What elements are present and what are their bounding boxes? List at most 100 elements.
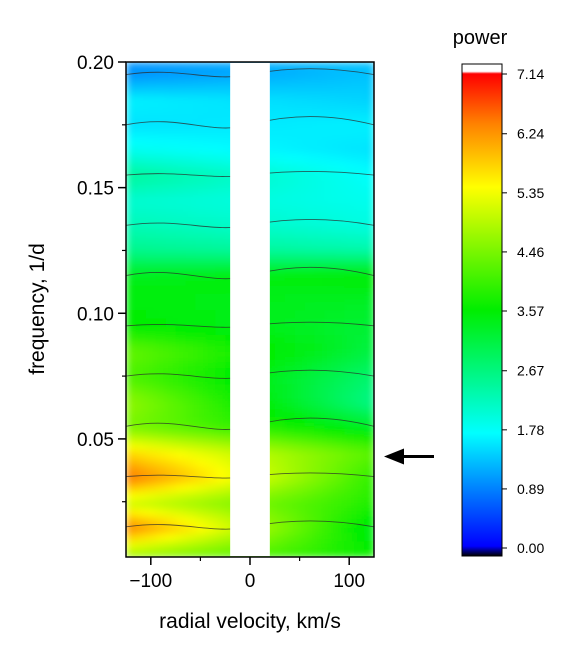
heatmap-cell — [145, 70, 157, 80]
heatmap-cell — [354, 334, 365, 344]
heatmap-cell — [324, 326, 336, 336]
heatmap-cell — [145, 416, 157, 426]
heatmap-cell — [304, 524, 316, 534]
heatmap-cell — [344, 317, 355, 327]
heatmap-cell — [145, 136, 157, 146]
heatmap-cell — [155, 507, 167, 517]
heatmap-cell — [354, 367, 365, 377]
heatmap-cell — [155, 317, 167, 327]
heatmap-cell — [195, 276, 207, 286]
heatmap-cell — [284, 194, 296, 204]
heatmap-cell — [185, 152, 197, 162]
heatmap-cell — [354, 350, 365, 360]
heatmap-cell — [354, 309, 365, 319]
heatmap-cell — [165, 334, 177, 344]
heatmap-cell — [135, 458, 147, 468]
heatmap-cell — [126, 515, 137, 525]
heatmap-cell — [354, 276, 365, 286]
heatmap-cell — [195, 507, 207, 517]
heatmap-cell — [165, 128, 177, 138]
heatmap-cell — [165, 367, 177, 377]
heatmap-cell — [185, 309, 197, 319]
heatmap-cell — [294, 103, 306, 113]
heatmap-cell — [195, 136, 207, 146]
heatmap-cell — [215, 128, 226, 138]
heatmap-cell — [135, 392, 147, 402]
heatmap-cell — [126, 342, 137, 352]
heatmap-cell — [175, 367, 187, 377]
heatmap-cell — [145, 251, 157, 261]
heatmap-cell — [314, 103, 326, 113]
heatmap-cell — [364, 119, 374, 129]
frequency-arrow-annotation — [384, 448, 434, 465]
heatmap-cell — [205, 359, 217, 369]
heatmap-cell — [205, 515, 217, 525]
x-axis-label: radial velocity, km/s — [159, 610, 341, 633]
heatmap-cell — [155, 449, 167, 459]
heatmap-cell — [364, 95, 374, 105]
heatmap-cell — [155, 103, 167, 113]
heatmap-cell — [354, 136, 365, 146]
heatmap-cell — [354, 194, 365, 204]
heatmap-cell — [195, 491, 207, 501]
heatmap-cell — [314, 177, 326, 187]
heatmap-cell — [274, 449, 286, 459]
heatmap-cell — [145, 359, 157, 369]
heatmap-cell — [364, 449, 374, 459]
heatmap-cell — [334, 524, 346, 534]
heatmap-cell — [145, 128, 157, 138]
heatmap-cell — [304, 78, 316, 88]
heatmap-cell — [215, 260, 226, 270]
heatmap-cell — [274, 540, 286, 550]
heatmap-cell — [344, 276, 355, 286]
heatmap-cell — [294, 251, 306, 261]
heatmap-cell — [274, 350, 286, 360]
heatmap-cell — [145, 309, 157, 319]
heatmap-cell — [324, 383, 336, 393]
x-axis: −100 0 100 — [129, 557, 365, 592]
heatmap-cell — [264, 152, 276, 162]
heatmap-cell — [126, 136, 137, 146]
heatmap-cell — [145, 441, 157, 451]
heatmap-cell — [135, 227, 147, 237]
heatmap-cell — [294, 466, 306, 476]
heatmap-cell — [274, 202, 286, 212]
colorbar-tick-label: 5.35 — [517, 185, 544, 201]
heatmap-cell — [364, 400, 374, 410]
heatmap-cell — [126, 185, 137, 195]
heatmap-cell — [145, 375, 157, 385]
heatmap-cell — [175, 78, 187, 88]
heatmap-cell — [155, 499, 167, 509]
heatmap-cell — [215, 449, 226, 459]
heatmap-cell — [354, 284, 365, 294]
colorbar-tick-label: 0.89 — [517, 481, 544, 497]
heatmap-cell — [324, 243, 336, 253]
heatmap-cell — [165, 62, 177, 72]
heatmap-cell — [264, 284, 276, 294]
heatmap-cell — [334, 491, 346, 501]
heatmap-cell — [304, 392, 316, 402]
heatmap-cell — [165, 111, 177, 121]
heatmap-cell — [165, 350, 177, 360]
heatmap-cell — [145, 350, 157, 360]
heatmap-cell — [135, 194, 147, 204]
heatmap-cell — [195, 425, 207, 435]
heatmap-cell — [284, 169, 296, 179]
heatmap-cell — [205, 103, 217, 113]
heatmap-cell — [284, 111, 296, 121]
heatmap-cell — [215, 408, 226, 418]
heatmap-cell — [304, 548, 316, 557]
heatmap-cell — [344, 449, 355, 459]
heatmap-cell — [195, 433, 207, 443]
heatmap-cell — [324, 119, 336, 129]
heatmap-cell — [126, 144, 137, 154]
heatmap-cell — [314, 86, 326, 96]
heatmap-cell — [135, 144, 147, 154]
heatmap-cell — [155, 441, 167, 451]
heatmap-cell — [264, 293, 276, 303]
heatmap-cell — [344, 491, 355, 501]
heatmap-cell — [145, 227, 157, 237]
heatmap-cell — [274, 111, 286, 121]
heatmap-cell — [354, 425, 365, 435]
